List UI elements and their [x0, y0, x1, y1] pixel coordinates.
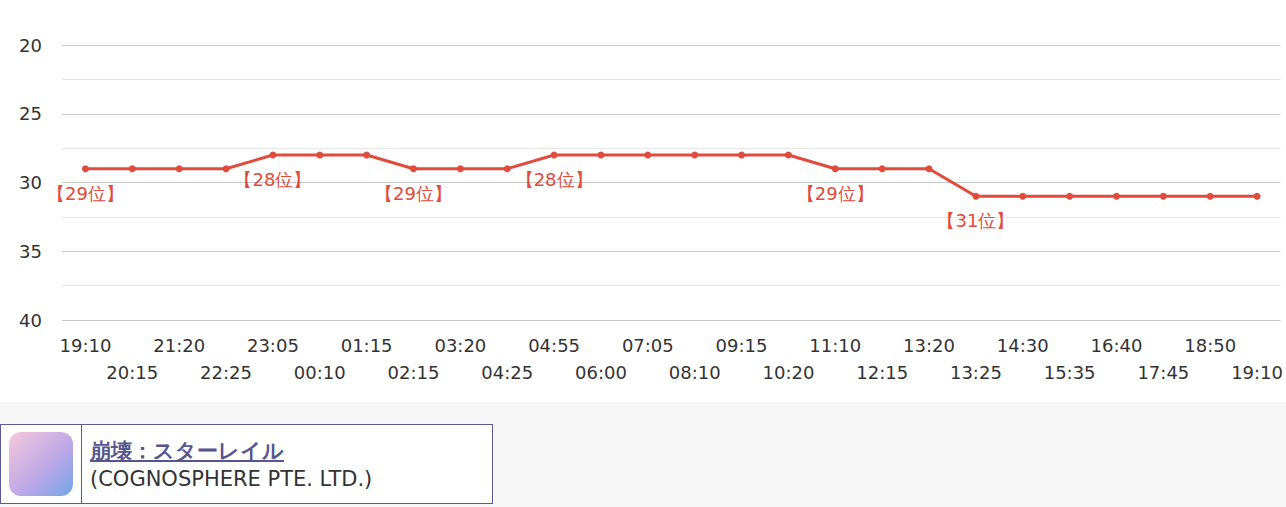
svg-text:【28位】: 【28位】 [234, 169, 311, 190]
html-text:(COGNOSPHERE PTE. LTD.): (COGNOSPHERE PTE. LTD.) [90, 467, 373, 491]
svg-text:08:10: 08:10 [669, 362, 721, 383]
svg-text:25: 25 [19, 103, 42, 124]
svg-text:01:15: 01:15 [341, 335, 393, 356]
svg-text:18:50: 18:50 [1184, 335, 1236, 356]
svg-text:09:15: 09:15 [716, 335, 768, 356]
html-text:崩壊：スターレイル: 崩壊：スターレイル [90, 439, 284, 463]
svg-text:16:40: 16:40 [1091, 335, 1143, 356]
svg-text:20: 20 [19, 35, 42, 56]
svg-text:12:15: 12:15 [856, 362, 908, 383]
svg-text:13:25: 13:25 [950, 362, 1002, 383]
svg-text:02:15: 02:15 [388, 362, 440, 383]
svg-text:【29位】: 【29位】 [375, 183, 452, 204]
svg-text:07:05: 07:05 [622, 335, 674, 356]
svg-text:10:20: 10:20 [762, 362, 814, 383]
svg-text:40: 40 [19, 310, 42, 331]
svg-text:04:25: 04:25 [481, 362, 533, 383]
svg-text:14:30: 14:30 [997, 335, 1049, 356]
svg-text:03:20: 03:20 [434, 335, 486, 356]
svg-text:21:20: 21:20 [153, 335, 205, 356]
svg-text:04:55: 04:55 [528, 335, 580, 356]
svg-text:00:10: 00:10 [294, 362, 346, 383]
svg-text:20:15: 20:15 [106, 362, 158, 383]
svg-text:19:10: 19:10 [1231, 362, 1283, 383]
svg-text:35: 35 [19, 241, 42, 262]
svg-text:13:20: 13:20 [903, 335, 955, 356]
svg-text:15:35: 15:35 [1044, 362, 1096, 383]
svg-text:17:45: 17:45 [1137, 362, 1189, 383]
svg-text:30: 30 [19, 172, 42, 193]
svg-text:【29位】: 【29位】 [47, 183, 124, 204]
svg-text:06:00: 06:00 [575, 362, 627, 383]
svg-text:【29位】: 【29位】 [797, 183, 874, 204]
svg-text:【31位】: 【31位】 [937, 210, 1014, 231]
svg-text:【28位】: 【28位】 [516, 169, 593, 190]
svg-text:11:10: 11:10 [809, 335, 861, 356]
svg-text:22:25: 22:25 [200, 362, 252, 383]
svg-text:23:05: 23:05 [247, 335, 299, 356]
svg-text:19:10: 19:10 [59, 335, 111, 356]
